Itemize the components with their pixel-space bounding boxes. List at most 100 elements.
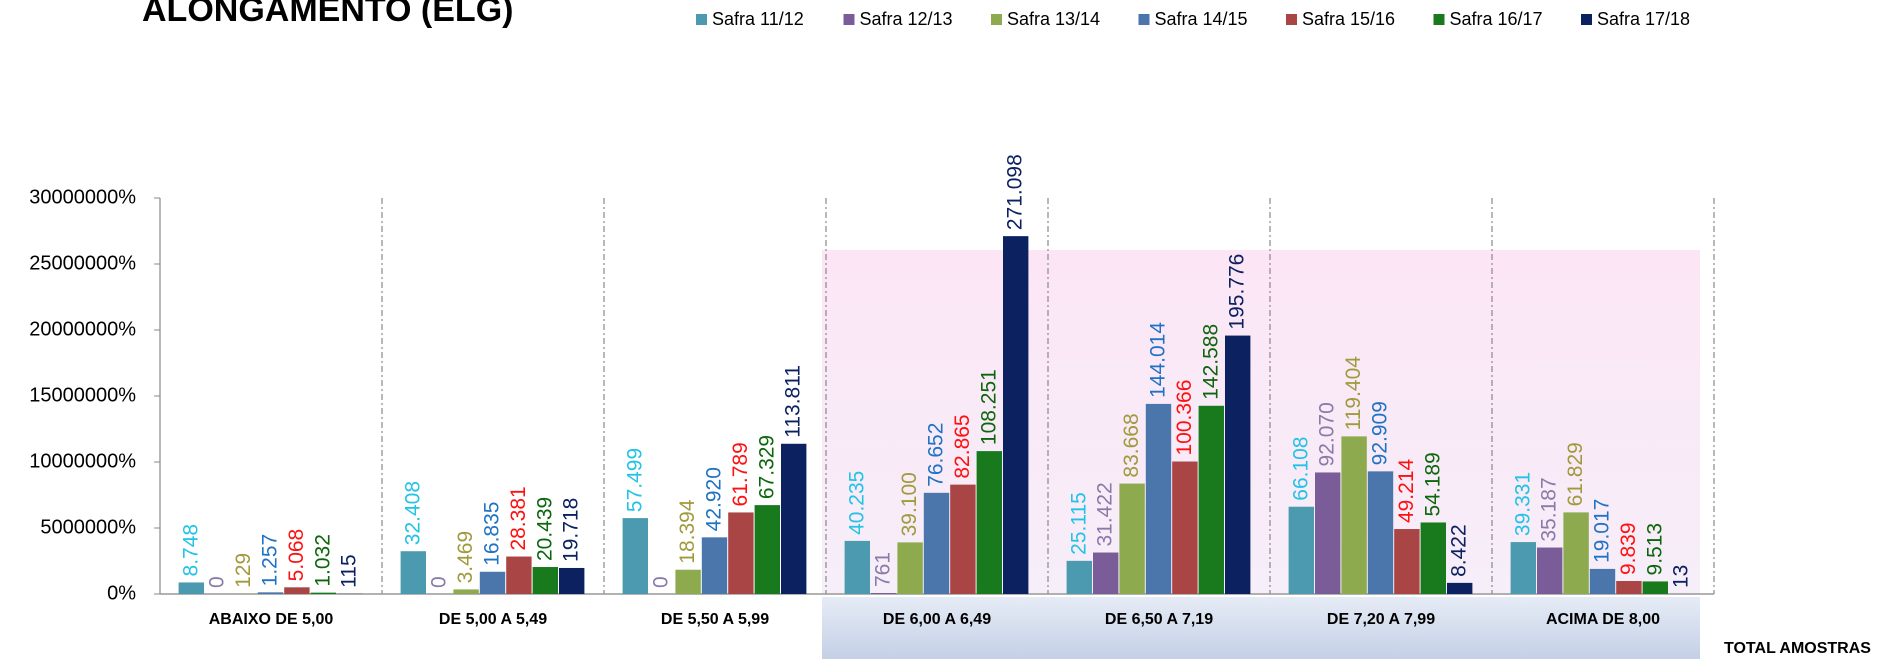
legend-swatch xyxy=(1138,14,1150,25)
data-label: 129 xyxy=(232,553,255,588)
y-tick-label: 10000000% xyxy=(29,450,136,472)
data-label: 67.329 xyxy=(755,435,778,499)
legend-label: Safra 13/14 xyxy=(1007,9,1100,29)
legend-label: Safra 12/13 xyxy=(860,9,953,29)
bar xyxy=(844,540,870,594)
data-label: 9.513 xyxy=(1643,523,1666,576)
data-label: 100.366 xyxy=(1173,380,1196,456)
bar xyxy=(781,443,807,594)
y-tick-label: 5000000% xyxy=(40,516,136,538)
bar xyxy=(1172,461,1198,594)
bar xyxy=(284,587,310,594)
data-label: 8.422 xyxy=(1448,524,1471,577)
data-label: 92.909 xyxy=(1369,401,1392,465)
data-label: 113.811 xyxy=(782,365,805,438)
bar xyxy=(950,484,976,594)
data-label: 19.017 xyxy=(1591,499,1614,563)
data-label: 5.068 xyxy=(285,529,308,582)
chart-title: ALONGAMENTO (ELG) xyxy=(142,0,513,29)
bar xyxy=(1642,581,1668,594)
x-tick-label: DE 5,50 A 5,99 xyxy=(661,611,769,628)
bar xyxy=(1119,483,1145,594)
data-label: 54.189 xyxy=(1421,452,1444,516)
data-label: 18.394 xyxy=(676,499,699,564)
x-tick-label: ACIMA DE 8,00 xyxy=(1546,611,1660,628)
bar xyxy=(178,582,204,594)
data-label: 82.865 xyxy=(951,414,974,478)
data-label: 3.469 xyxy=(454,531,477,584)
data-label: 25.115 xyxy=(1067,492,1090,555)
data-label: 28.381 xyxy=(507,486,530,550)
bar xyxy=(1093,552,1119,594)
data-label: 0 xyxy=(206,576,229,588)
bar xyxy=(1225,335,1251,594)
data-label: 195.776 xyxy=(1226,254,1249,330)
legend-swatch xyxy=(696,14,707,25)
data-label: 0 xyxy=(428,576,451,588)
data-label: 1.257 xyxy=(259,534,282,587)
legend-label: Safra 15/16 xyxy=(1302,9,1395,29)
bar xyxy=(1537,547,1563,594)
y-tick-label: 0% xyxy=(107,582,136,604)
legend-swatch xyxy=(1433,14,1445,25)
data-label: 1.032 xyxy=(311,534,334,587)
legend-swatch xyxy=(991,14,1002,25)
bar xyxy=(559,567,585,594)
bar xyxy=(453,589,479,594)
data-label: 66.108 xyxy=(1289,437,1312,501)
bar xyxy=(923,492,950,594)
bar xyxy=(310,592,336,594)
bar xyxy=(897,542,923,594)
data-label: 19.718 xyxy=(560,498,583,562)
x-tick-label: DE 6,50 A 7,19 xyxy=(1105,611,1213,628)
data-label: 13 xyxy=(1670,565,1693,588)
x-tick-label: DE 5,00 A 5,49 xyxy=(439,611,547,628)
data-label: 271.098 xyxy=(1004,154,1027,230)
bar xyxy=(1288,506,1314,594)
bar xyxy=(257,592,284,594)
bar xyxy=(532,567,558,594)
y-tick-label: 25000000% xyxy=(29,252,136,274)
legend-swatch xyxy=(1286,14,1297,25)
bar xyxy=(675,569,701,594)
data-label: 39.331 xyxy=(1511,472,1534,536)
footer-label: TOTAL AMOSTRAS xyxy=(1724,640,1871,657)
data-label: 16.835 xyxy=(481,502,504,566)
data-label: 144.014 xyxy=(1147,322,1170,398)
bar xyxy=(1616,581,1642,594)
bar xyxy=(728,512,754,594)
data-label: 57.499 xyxy=(623,448,646,512)
data-label: 42.920 xyxy=(703,467,726,531)
bar xyxy=(1367,471,1394,594)
data-label: 761 xyxy=(872,552,895,587)
bar xyxy=(479,571,506,594)
bar xyxy=(1315,472,1341,594)
bar xyxy=(1447,582,1473,594)
data-label: 142.588 xyxy=(1199,324,1222,400)
legend-label: Safra 16/17 xyxy=(1450,9,1543,29)
legend-swatch xyxy=(843,14,855,25)
data-label: 35.187 xyxy=(1538,477,1561,541)
data-label: 40.235 xyxy=(845,471,868,535)
legend-swatch xyxy=(1581,14,1592,25)
data-label: 9.839 xyxy=(1617,522,1640,575)
bar xyxy=(1420,522,1446,594)
bar xyxy=(506,556,532,594)
y-tick-label: 20000000% xyxy=(29,318,136,340)
y-tick-label: 30000000% xyxy=(29,186,136,208)
data-label: 8.748 xyxy=(179,524,202,577)
y-tick-label: 15000000% xyxy=(29,384,136,406)
bar xyxy=(754,505,780,594)
data-label: 61.789 xyxy=(729,442,752,506)
data-label: 119.404 xyxy=(1342,356,1365,431)
data-label: 83.668 xyxy=(1120,413,1143,477)
bar xyxy=(1341,436,1367,594)
bar xyxy=(1003,236,1029,594)
bar xyxy=(976,451,1002,594)
data-label: 76.652 xyxy=(925,423,948,487)
data-label: 49.214 xyxy=(1395,458,1418,523)
legend-label: Safra 14/15 xyxy=(1155,9,1248,29)
data-label: 39.100 xyxy=(898,472,921,536)
data-label: 0 xyxy=(650,576,673,588)
